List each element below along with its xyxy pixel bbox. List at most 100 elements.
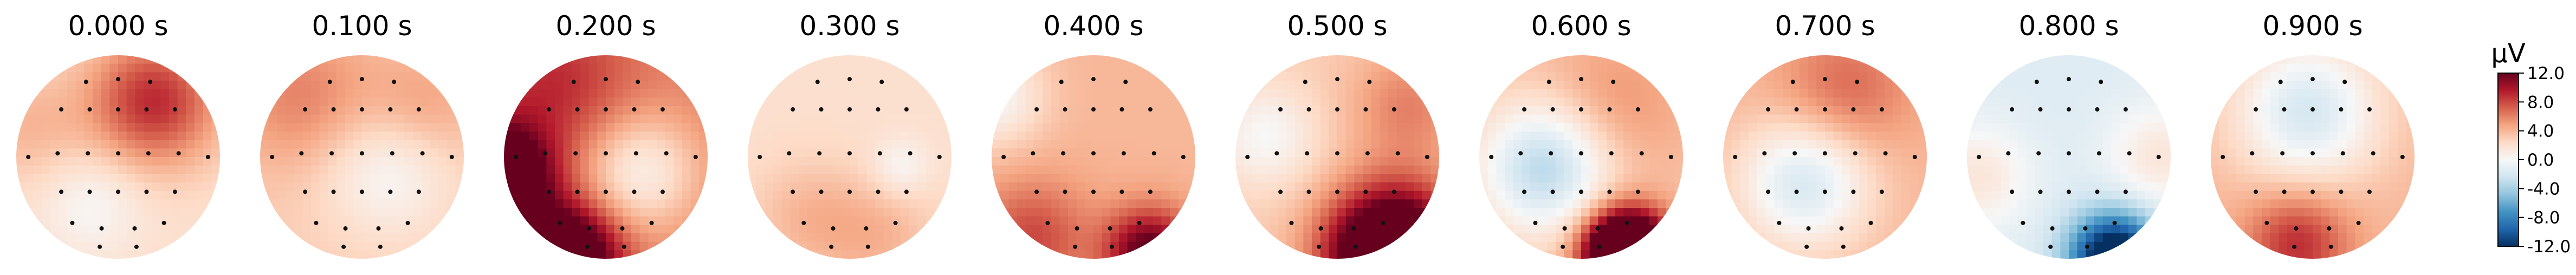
topomap-cell [311,81,320,90]
topomap-cell [1884,114,1893,123]
topomap-cell [2001,72,2010,81]
topomap-cell [396,123,405,132]
topomap-cell [1068,55,1077,64]
topomap-cell [1833,81,1842,90]
topomap-cell [790,216,799,225]
topomap-cell [1337,225,1347,234]
topomap-cell [858,106,867,115]
topomap-cell [748,97,757,107]
topomap-cell [1649,55,1658,64]
topomap-cell [1034,114,1043,123]
topomap-cell [623,81,632,90]
topomap-cell [169,165,178,174]
topomap-cell [1867,250,1876,259]
sensor-dot [1063,189,1067,194]
topomap-cell [1187,165,1195,174]
topomap-cell [118,72,127,81]
topomap-cell [521,233,530,243]
topomap-cell [631,233,640,243]
topomap-cell [24,208,34,217]
topomap-cell [1825,199,1834,208]
topomap-cell [1380,89,1389,98]
topomap-cell [529,225,539,234]
topomap-cell [1269,63,1278,73]
topomap-cell [1666,157,1675,166]
topomap-cell [1286,241,1296,251]
topomap-cell [546,72,555,81]
topomap-cell [892,63,901,73]
topomap-cell [917,191,927,200]
topomap-cell [504,191,513,200]
topomap-cell [657,241,666,251]
topomap-cell [1658,89,1667,98]
topomap-cell [1496,199,1505,208]
topomap-cell [1640,81,1649,90]
topomap-cell [807,233,816,243]
topomap-cell [1538,63,1548,73]
topomap-cell [1658,216,1667,225]
topomap-cell [943,97,952,107]
topomap-cell [580,132,590,141]
topomap-cell [901,216,910,225]
topomap-cell [1170,208,1179,217]
topomap-cell [1749,208,1758,217]
topomap-cell [748,165,757,174]
topomap-cell [546,241,555,251]
topomap-cell [169,157,178,166]
topomap-cell [396,241,405,251]
topomap-cell [1278,81,1287,90]
topomap-cell [674,106,683,115]
topomap-cell [1269,140,1278,149]
topomap-cell [1093,132,1103,141]
topomap-cell [33,114,42,123]
topomap-cell [1312,55,1321,64]
topomap-cell [2060,89,2069,98]
topomap-cell [42,97,51,107]
topomap-cell [841,148,850,158]
topomap-cell [1269,216,1278,225]
topomap-cell [1765,174,1775,183]
topomap-cell [1530,55,1539,64]
topomap-cell [841,191,850,200]
topomap-cell [1538,225,1548,234]
topomap-cell [1658,233,1667,243]
topomap-cell [1017,132,1026,141]
topomap-cell [1607,233,1616,243]
topomap-cell [1658,55,1667,64]
topomap-cell [1674,114,1683,123]
topomap-cell [211,199,220,208]
topomap-cell [1043,208,1052,217]
topomap-cell [67,106,76,115]
topomap-cell [1859,216,1868,225]
topomap-cell [2094,89,2103,98]
topomap-cell [84,174,93,183]
topomap-cell [1731,63,1740,73]
topomap-cell [1867,241,1876,251]
topomap-cell [1884,225,1893,234]
topomap-cell [1068,72,1077,81]
topomap-cell [1110,250,1119,259]
topomap-cell [807,81,816,90]
topomap-cell [639,199,649,208]
topomap-cell [992,208,1001,217]
topomap-cell [1093,241,1103,251]
topomap-cell [773,55,782,64]
topomap-cell [790,165,799,174]
topomap-cell [152,233,161,243]
topomap-cell [901,165,910,174]
topomap-cell [563,72,572,81]
topomap-cell [1278,165,1287,174]
topomap-cell [1538,250,1548,259]
topomap-cell [195,132,204,141]
topomap-cell [748,157,757,166]
topomap-cell [1615,241,1624,251]
topomap-cell [1008,174,1018,183]
topomap-cell [1329,225,1338,234]
topomap-cell [277,250,286,259]
topomap-cell [1144,81,1154,90]
topomap-cell [1556,233,1565,243]
topomap-cell [370,72,379,81]
topomap-cell [1522,174,1531,183]
topomap-cell [992,216,1001,225]
topomap-cell [1884,97,1893,107]
